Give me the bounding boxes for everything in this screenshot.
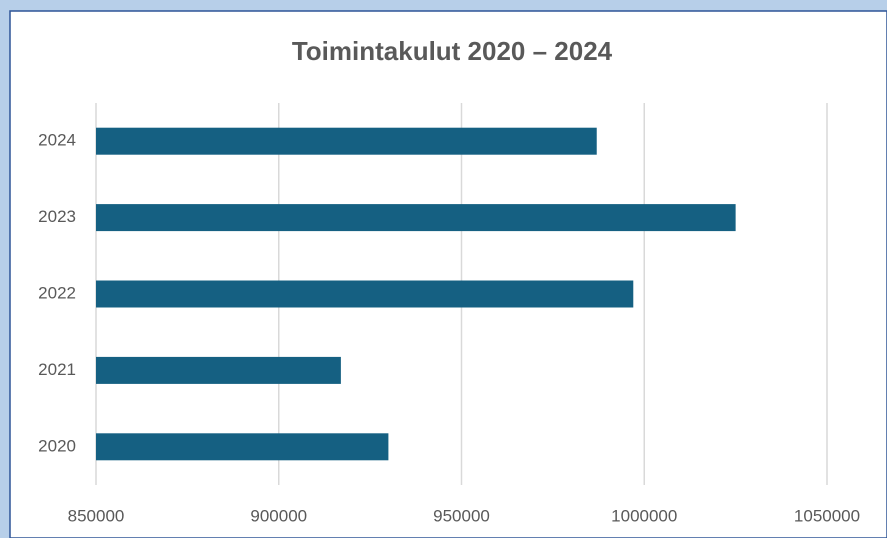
bar xyxy=(96,280,634,308)
x-tick-label: 1050000 xyxy=(794,506,860,525)
x-tick-label: 950000 xyxy=(433,506,490,525)
x-tick-label: 1000000 xyxy=(611,506,677,525)
chart-title: Toimintakulut 2020 – 2024 xyxy=(292,36,613,66)
x-tick-label: 850000 xyxy=(68,506,125,525)
bar xyxy=(96,433,389,461)
y-tick-label: 2022 xyxy=(38,283,76,302)
y-tick-label: 2020 xyxy=(38,436,76,455)
bar xyxy=(96,204,736,232)
bar xyxy=(96,127,597,155)
y-tick-label: 2024 xyxy=(38,131,76,150)
y-tick-label: 2023 xyxy=(38,207,76,226)
x-tick-label: 900000 xyxy=(250,506,307,525)
bar xyxy=(96,356,341,384)
y-tick-label: 2021 xyxy=(38,360,76,379)
